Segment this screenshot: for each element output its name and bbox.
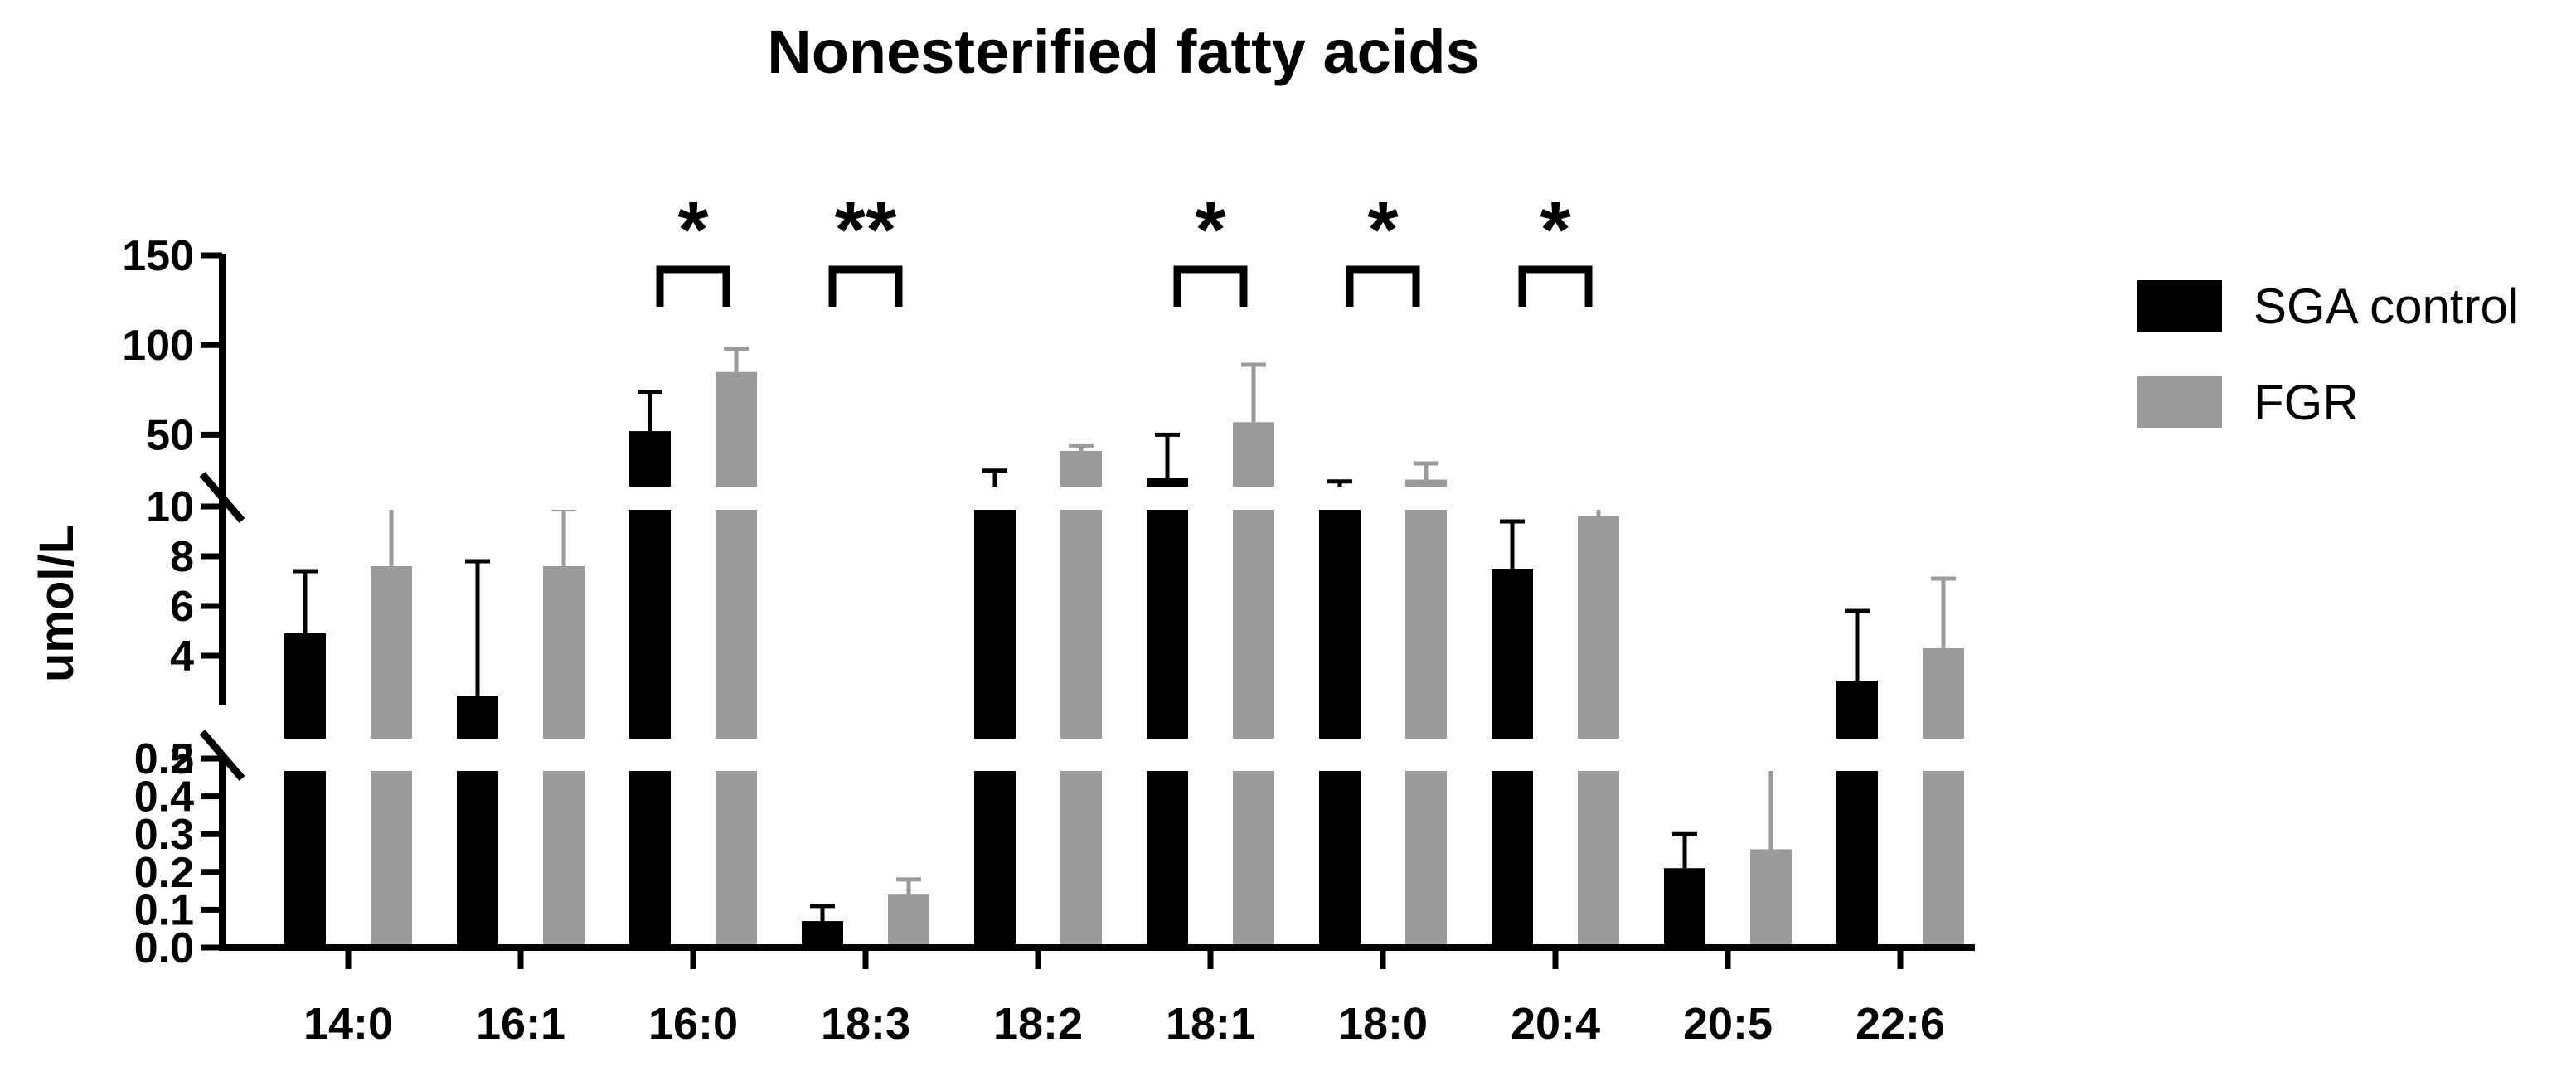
y-tick-label: 2 (170, 735, 194, 783)
significance-bracket-20-4 (1518, 265, 1593, 307)
y-tick-label: 0.1 (134, 886, 194, 934)
x-tick-label-16-1: 16:1 (476, 999, 565, 1049)
y-tick-label: 4 (170, 633, 194, 681)
axis-break-gap (226, 487, 1978, 510)
x-tick-label-18-3: 18:3 (821, 999, 910, 1049)
x-tick-label-18-0: 18:0 (1338, 999, 1428, 1049)
legend-swatch-fgr (2137, 376, 2222, 428)
y-tick-label: 150 (122, 232, 194, 280)
bar-sga-control-18-0 (1319, 488, 1361, 948)
significance-bracket-18-3 (828, 265, 903, 307)
significance-bracket-18-1 (1173, 265, 1248, 307)
bar-fgr-20-4 (1578, 516, 1619, 948)
x-tick-label-20-4: 20:4 (1511, 999, 1600, 1049)
y-tick-label: 0.5 (134, 735, 194, 783)
bar-sga-control-14-0 (284, 633, 326, 948)
significance-label-20-4: * (1540, 186, 1571, 274)
y-tick-label: 0.3 (134, 811, 194, 859)
y-tick-label: 100 (122, 322, 194, 370)
legend: SGA control FGR (2137, 279, 2519, 430)
bar-fgr-18-2 (1060, 450, 1102, 948)
bars-layer (284, 371, 1964, 948)
legend-label-sga-control: SGA control (2253, 279, 2519, 334)
y-tick-label: 8 (170, 533, 194, 581)
y-tick-label: 0.0 (134, 924, 194, 972)
bar-sga-control-22-6 (1836, 681, 1878, 948)
legend-label-fgr: FGR (2253, 375, 2359, 430)
bar-fgr-18-3 (888, 894, 929, 948)
y-tick-label: 50 (146, 411, 194, 459)
axis-break-gap (226, 739, 1978, 771)
y-tick-label: 6 (170, 583, 194, 631)
chart-title: Nonesterified fatty acids (767, 17, 1479, 86)
y-axis-label: umol/L (30, 525, 84, 682)
legend-swatch-sga-control (2137, 280, 2222, 332)
bar-fgr-22-6 (1923, 648, 1964, 948)
x-tick-label-14-0: 14:0 (303, 999, 393, 1049)
significance-layer: * ** * * * (656, 186, 1593, 307)
bar-fgr-20-5 (1750, 849, 1792, 948)
bar-sga-control-16-0 (629, 431, 671, 948)
axes-layer (199, 254, 1975, 951)
error-bars-layer (293, 347, 1956, 922)
x-ticks-layer: 14:0 16:1 16:0 18:3 18:2 18:1 18:0 20:4 20:5 22:6 (303, 948, 1945, 1049)
bar-sga-control-16-1 (457, 696, 498, 948)
x-tick-label-20-5: 20:5 (1683, 999, 1773, 1049)
y-tick-label: 10 (146, 483, 194, 531)
axis-break-gaps (226, 487, 1978, 771)
bar-fgr-18-0 (1405, 479, 1447, 948)
x-tick-label-18-1: 18:1 (1166, 999, 1255, 1049)
significance-label-16-0: * (677, 186, 709, 274)
x-tick-label-22-6: 22:6 (1856, 999, 1945, 1049)
bar-fgr-16-0 (716, 371, 757, 948)
axis-break-mark (199, 472, 245, 523)
significance-label-18-1: * (1195, 186, 1226, 274)
x-tick-label-16-0: 16:0 (648, 999, 738, 1049)
y-tick-label: 0.2 (134, 849, 194, 897)
y-tick-label: 0.4 (134, 773, 194, 822)
bar-sga-control-18-3 (802, 921, 843, 948)
x-tick-label-18-2: 18:2 (993, 999, 1083, 1049)
axis-break-mark (199, 730, 245, 781)
significance-label-18-3: ** (835, 186, 897, 274)
bar-sga-control-20-5 (1664, 868, 1705, 948)
bar-sga-control-18-2 (974, 496, 1016, 948)
significance-label-18-0: * (1367, 186, 1399, 274)
significance-bracket-16-0 (656, 265, 730, 307)
significance-bracket-18-0 (1346, 265, 1420, 307)
bar-sga-control-18-1 (1147, 478, 1188, 948)
